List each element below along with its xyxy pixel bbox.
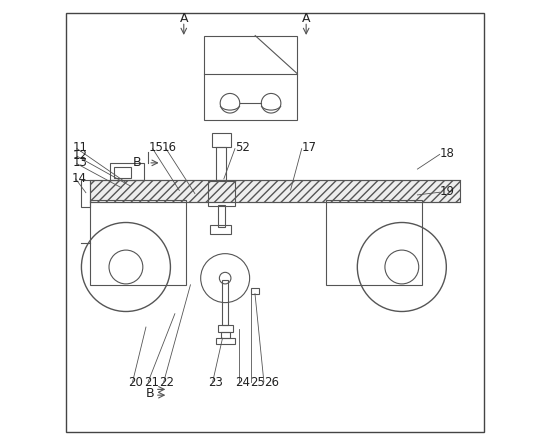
Bar <box>208 181 235 206</box>
Bar <box>221 332 229 338</box>
Text: 15: 15 <box>148 141 163 154</box>
Bar <box>211 225 230 234</box>
Bar <box>218 325 233 332</box>
Text: B: B <box>146 387 155 400</box>
Bar <box>212 134 230 147</box>
Bar <box>223 280 228 325</box>
Bar <box>216 338 235 344</box>
Text: 22: 22 <box>160 376 174 389</box>
Text: 21: 21 <box>144 376 159 389</box>
Text: 12: 12 <box>73 149 87 162</box>
Bar <box>90 180 460 202</box>
Text: 17: 17 <box>302 141 317 154</box>
Text: 23: 23 <box>208 376 223 389</box>
Text: 52: 52 <box>235 141 250 154</box>
Bar <box>216 147 226 180</box>
Text: 14: 14 <box>71 171 86 185</box>
Bar <box>90 200 186 285</box>
Text: B: B <box>133 156 141 170</box>
Text: 20: 20 <box>128 376 143 389</box>
Text: 16: 16 <box>162 141 177 154</box>
Text: 26: 26 <box>264 376 279 389</box>
Text: 13: 13 <box>73 156 87 170</box>
Text: 19: 19 <box>439 185 455 198</box>
Text: 24: 24 <box>235 376 250 389</box>
Text: 11: 11 <box>73 141 87 154</box>
Text: 25: 25 <box>251 376 266 389</box>
Text: A: A <box>179 12 188 25</box>
Bar <box>80 180 90 207</box>
Bar <box>114 167 131 178</box>
Bar <box>204 36 297 120</box>
Bar <box>326 200 422 285</box>
Bar <box>218 205 225 227</box>
Text: 18: 18 <box>439 147 454 160</box>
Text: A: A <box>302 12 310 25</box>
Bar <box>251 288 258 294</box>
Bar <box>111 163 144 180</box>
